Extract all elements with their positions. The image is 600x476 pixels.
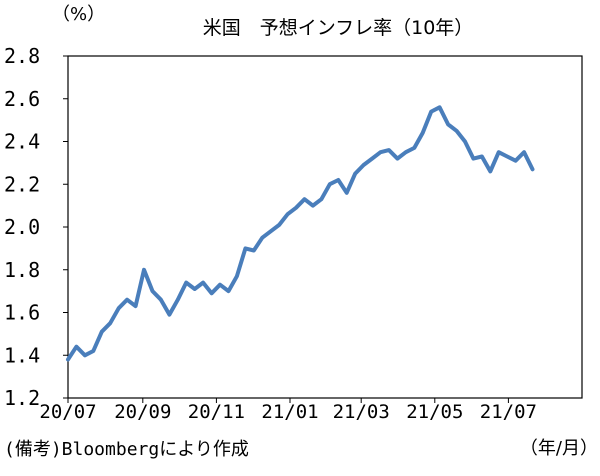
data-point — [480, 154, 484, 159]
data-point — [294, 206, 298, 210]
data-point — [311, 204, 315, 208]
y-tick-label: 1.2 — [4, 386, 40, 410]
data-point — [134, 304, 138, 308]
data-point — [336, 178, 340, 182]
x-tick-label: 20/07 — [39, 401, 96, 423]
data-point — [362, 163, 366, 167]
plot-area-frame — [67, 55, 583, 399]
data-point — [193, 287, 197, 291]
data-point — [387, 148, 391, 152]
y-tick-label: 1.4 — [4, 343, 40, 367]
data-point — [412, 146, 416, 150]
y-tick-label: 1.8 — [4, 258, 40, 282]
data-point — [235, 274, 239, 278]
x-tick-label: 21/07 — [480, 401, 537, 423]
data-point — [497, 150, 501, 154]
data-point — [74, 345, 78, 349]
data-point — [438, 105, 442, 109]
data-point — [277, 223, 281, 227]
source-note: (備考)Bloombergにより作成 — [4, 439, 249, 460]
data-point — [167, 313, 171, 317]
data-point — [269, 229, 273, 233]
data-point — [159, 298, 163, 302]
data-point — [463, 139, 467, 144]
data-point — [201, 281, 205, 285]
data-point — [117, 306, 121, 310]
data-point — [91, 349, 95, 353]
x-tick-label: 21/03 — [333, 401, 390, 423]
data-point — [150, 289, 155, 293]
data-point — [471, 157, 475, 161]
data-point — [83, 353, 87, 357]
data-point — [378, 150, 383, 154]
data-point — [142, 268, 146, 272]
data-point — [176, 298, 180, 302]
data-point — [260, 236, 264, 240]
data-point — [345, 191, 349, 195]
data-point — [421, 131, 425, 135]
data-point — [302, 197, 307, 201]
y-axis-unit-label: （%） — [52, 4, 105, 25]
data-point — [404, 150, 408, 154]
y-tick-label: 2.2 — [4, 172, 40, 196]
data-point — [252, 248, 256, 253]
data-point — [66, 357, 70, 362]
x-tick-label: 21/05 — [406, 401, 463, 423]
data-point — [184, 281, 188, 285]
data-point — [286, 212, 290, 216]
data-point — [319, 197, 323, 201]
y-tick-label: 2.0 — [4, 215, 40, 239]
data-point — [522, 150, 526, 154]
x-tick-label: 20/11 — [188, 401, 245, 423]
y-tick-label: 1.6 — [4, 301, 40, 325]
data-point — [370, 157, 374, 161]
data-point — [125, 298, 129, 302]
data-point — [218, 283, 222, 287]
data-point — [100, 330, 104, 334]
y-tick-label: 2.6 — [4, 87, 40, 111]
data-point — [328, 182, 332, 186]
data-point — [488, 169, 492, 173]
data-point — [353, 172, 357, 176]
data-point — [505, 154, 509, 159]
data-point — [226, 289, 231, 293]
data-point — [429, 110, 433, 114]
data-point — [108, 321, 112, 325]
x-axis-unit-label: （年/月） — [520, 438, 598, 459]
x-axis: 20/07 20/09 20/11 21/01 21/03 21/05 21/07 — [39, 398, 537, 423]
data-point — [395, 157, 399, 161]
data-point — [454, 129, 459, 133]
data-point — [514, 159, 518, 163]
x-tick-label: 21/01 — [261, 401, 318, 423]
y-tick-label: 2.8 — [4, 44, 40, 68]
chart-title: 米国 予想インフレ率（10年） — [203, 17, 474, 39]
series-points — [66, 105, 535, 362]
y-axis: 2.8 2.6 2.4 2.2 2.0 1.8 1.6 1.4 1.2 — [4, 44, 68, 410]
data-point — [243, 246, 247, 250]
inflation-expectation-line — [66, 105, 535, 362]
data-point — [530, 167, 535, 171]
data-point — [446, 122, 450, 126]
x-tick-label: 20/09 — [114, 401, 171, 423]
y-tick-label: 2.4 — [4, 130, 40, 154]
data-point — [210, 291, 214, 295]
